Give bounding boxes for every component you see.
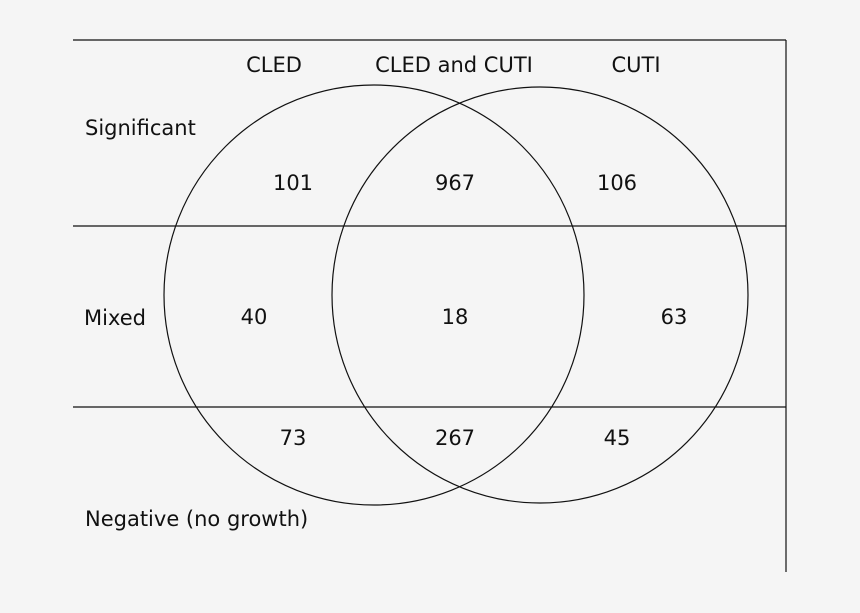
- count-mixed-cled: 40: [241, 305, 268, 329]
- cuti-circle: [331, 86, 749, 504]
- count-mixed-cuti: 63: [661, 305, 688, 329]
- cled-circle: [163, 84, 585, 506]
- count-significant-cled: 101: [273, 171, 313, 195]
- row-label-significant: Significant: [85, 116, 196, 140]
- count-significant-both: 967: [435, 171, 475, 195]
- column-header-both: CLED and CUTI: [375, 53, 533, 77]
- row-label-mixed: Mixed: [84, 306, 146, 330]
- count-negative-both: 267: [435, 426, 475, 450]
- count-negative-cled: 73: [280, 426, 307, 450]
- column-header-cuti: CUTI: [611, 53, 660, 77]
- count-negative-cuti: 45: [604, 426, 631, 450]
- column-header-cled: CLED: [246, 53, 302, 77]
- count-mixed-both: 18: [442, 305, 469, 329]
- row-label-negative: Negative (no growth): [85, 507, 308, 531]
- count-significant-cuti: 106: [597, 171, 637, 195]
